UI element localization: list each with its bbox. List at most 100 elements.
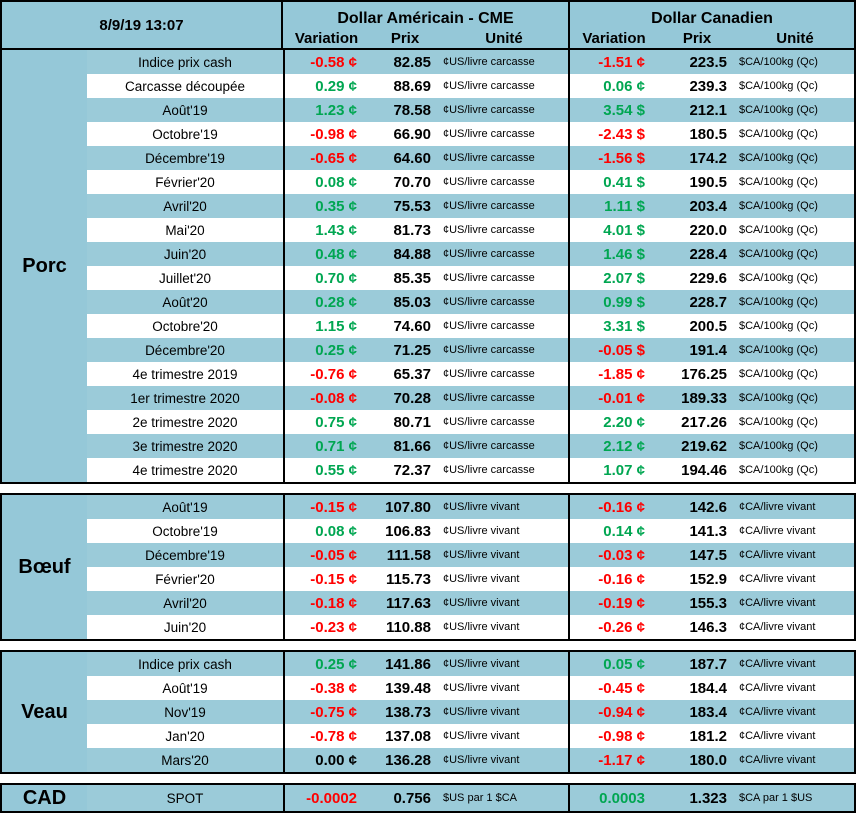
ca-unit: ¢CA/livre vivant (739, 501, 816, 513)
ca-unit: $CA/100kg (Qc) (739, 128, 818, 140)
us-variation: -0.05 ¢ (283, 543, 370, 567)
ca-variation: -0.16 ¢ (568, 567, 658, 591)
ca-unit: $CA/100kg (Qc) (739, 80, 818, 92)
us-price: 71.25 (393, 341, 431, 359)
ca-unit: ¢CA/livre vivant (739, 658, 816, 670)
row-label: 4e trimestre 2019 (132, 366, 238, 382)
ca-variation: -0.45 ¢ (568, 676, 658, 700)
ca-prix-col-header: Prix (682, 29, 712, 47)
ca-price: 180.5 (689, 125, 727, 143)
ca-unit: ¢CA/livre vivant (739, 682, 816, 694)
ca-price: 176.25 (681, 365, 727, 383)
us-unit: ¢US/livre vivant (443, 525, 520, 537)
ca-unit: $CA/100kg (Qc) (739, 392, 818, 404)
ca-price: 189.33 (681, 389, 727, 407)
row-label: Mars'20 (161, 752, 209, 768)
row-label: Décembre'19 (145, 150, 225, 166)
us-variation: 0.55 ¢ (283, 458, 370, 482)
us-unit: ¢US/livre vivant (443, 573, 520, 585)
us-unit: ¢US/livre carcasse (443, 200, 535, 212)
ca-variation: -0.03 ¢ (568, 543, 658, 567)
section-boeuf: Bœuf Août'19 -0.15 ¢ 107.80 ¢US/livre vivant… (0, 493, 856, 641)
us-unit: ¢US/livre vivant (443, 658, 520, 670)
section-porc: Porc Indice prix cash -0.58 ¢ 82.85 ¢US/livr… (0, 48, 856, 484)
section-rows: Août'19 -0.15 ¢ 107.80 ¢US/livre vivant -0.1… (87, 495, 854, 639)
row-label: Jan'20 (165, 728, 205, 744)
row-label: Août'19 (162, 499, 208, 515)
table-row: Avril'20 -0.18 ¢ 117.63 ¢US/livre vivant -0.… (87, 591, 854, 615)
row-label: Indice prix cash (138, 54, 232, 70)
table-row: Décembre'19 -0.65 ¢ 64.60 ¢US/livre carcass… (87, 146, 854, 170)
us-variation: 0.48 ¢ (283, 242, 370, 266)
ca-variation: 2.07 $ (568, 266, 658, 290)
row-label: SPOT (166, 790, 204, 806)
timestamp: 8/9/19 13:07 (2, 2, 283, 48)
row-label: Indice prix cash (138, 656, 232, 672)
us-variation: -0.18 ¢ (283, 591, 370, 615)
table-row: Août'19 -0.15 ¢ 107.80 ¢US/livre vivant -0.1… (87, 495, 854, 519)
us-variation-col-header: Variation (294, 29, 359, 47)
ca-unit: ¢CA/livre vivant (739, 754, 816, 766)
row-label: 4e trimestre 2020 (132, 462, 238, 478)
ca-unit: $CA/100kg (Qc) (739, 56, 818, 68)
ca-price: 229.6 (689, 269, 727, 287)
table-row: 3e trimestre 2020 0.71 ¢ 81.66 ¢US/livre ca… (87, 434, 854, 458)
ca-unite-col-header: Unité (776, 29, 814, 47)
us-price: 75.53 (393, 197, 431, 215)
us-price: 115.73 (385, 570, 431, 588)
row-label: Carcasse découpée (124, 78, 246, 94)
us-price: 74.60 (393, 317, 431, 335)
row-label: Octobre'19 (152, 523, 218, 539)
ca-price: 180.0 (689, 751, 727, 769)
row-label: Août'19 (162, 680, 208, 696)
us-unit: ¢US/livre carcasse (443, 296, 535, 308)
ca-unit: $CA/100kg (Qc) (739, 344, 818, 356)
table-row: Indice prix cash -0.58 ¢ 82.85 ¢US/livre ca… (87, 50, 854, 74)
ca-price: 239.3 (689, 77, 727, 95)
us-unit: ¢US/livre vivant (443, 621, 520, 633)
us-variation: 0.08 ¢ (283, 519, 370, 543)
us-unit: ¢US/livre carcasse (443, 368, 535, 380)
table-row: Octobre'19 -0.98 ¢ 66.90 ¢US/livre carcasse… (87, 122, 854, 146)
us-variation: -0.38 ¢ (283, 676, 370, 700)
ca-variation: 3.31 $ (568, 314, 658, 338)
table-row: Décembre'20 0.25 ¢ 71.25 ¢US/livre carcasse… (87, 338, 854, 362)
us-price: 88.69 (393, 77, 431, 95)
row-label: 1er trimestre 2020 (130, 390, 240, 406)
table-row: Octobre'19 0.08 ¢ 106.83 ¢US/livre vivant 0.… (87, 519, 854, 543)
ca-variation: -0.26 ¢ (568, 615, 658, 639)
us-variation: 0.75 ¢ (283, 410, 370, 434)
us-variation: 0.70 ¢ (283, 266, 370, 290)
us-price: 141.86 (385, 655, 431, 673)
us-variation: 0.25 ¢ (283, 652, 370, 676)
section-cad: CAD SPOT -0.0002 0.756 $US par 1 $CA 0.0003 1.… (0, 783, 856, 813)
ca-unit: $CA/100kg (Qc) (739, 248, 818, 260)
us-unit: ¢US/livre carcasse (443, 176, 535, 188)
us-variation: -0.15 ¢ (283, 567, 370, 591)
ca-unit: ¢CA/livre vivant (739, 730, 816, 742)
table-row: 4e trimestre 2019 -0.76 ¢ 65.37 ¢US/livre c… (87, 362, 854, 386)
us-variation: -0.58 ¢ (283, 50, 370, 74)
us-unit: ¢US/livre carcasse (443, 104, 535, 116)
ca-unit: ¢CA/livre vivant (739, 573, 816, 585)
us-price: 84.88 (393, 245, 431, 263)
ca-variation: -0.19 ¢ (568, 591, 658, 615)
table-row: Indice prix cash 0.25 ¢ 141.86 ¢US/livre vi… (87, 652, 854, 676)
ca-unit: $CA/100kg (Qc) (739, 416, 818, 428)
table-row: Mars'20 0.00 ¢ 136.28 ¢US/livre vivant -1.17… (87, 748, 854, 772)
ca-variation: 3.54 $ (568, 98, 658, 122)
us-unit: ¢US/livre vivant (443, 730, 520, 742)
ca-price: 181.2 (689, 727, 727, 745)
us-price: 139.48 (385, 679, 431, 697)
ca-variation: 4.01 $ (568, 218, 658, 242)
us-variation: 0.00 ¢ (283, 748, 370, 772)
us-unit: ¢US/livre carcasse (443, 80, 535, 92)
us-unite-col-header: Unité (485, 29, 523, 47)
us-variation: -0.78 ¢ (283, 724, 370, 748)
us-price: 66.90 (393, 125, 431, 143)
us-price: 70.28 (393, 389, 431, 407)
ca-unit: $CA/100kg (Qc) (739, 464, 818, 476)
table-row: Avril'20 0.35 ¢ 75.53 ¢US/livre carcasse 1.1… (87, 194, 854, 218)
ca-price: 152.9 (689, 570, 727, 588)
row-label: Décembre'20 (145, 342, 225, 358)
